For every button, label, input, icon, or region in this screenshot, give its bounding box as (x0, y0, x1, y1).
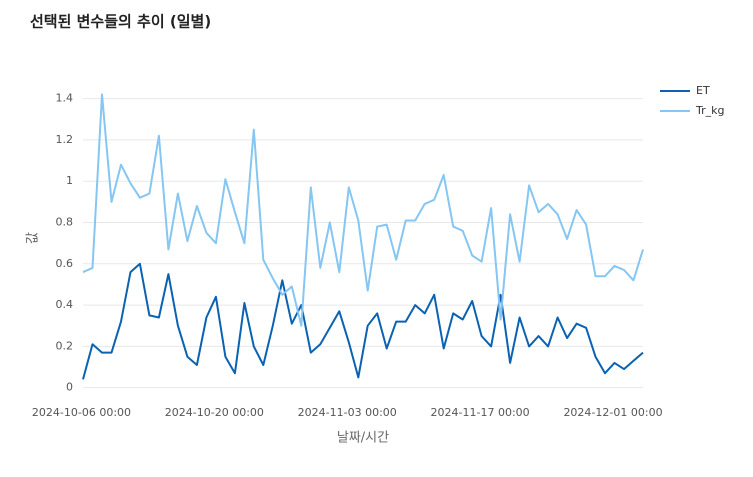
legend-label: Tr_kg (695, 104, 724, 117)
y-tick-label: 0 (66, 381, 73, 394)
chart-title: 선택된 변수들의 추이 (일별) (30, 13, 211, 31)
y-tick-label: 0.4 (56, 298, 74, 311)
x-axis-label: 날짜/시간 (337, 431, 389, 446)
x-tick-label: 2024-12-01 00:00 (563, 406, 662, 419)
y-tick-label: 1.4 (56, 92, 74, 105)
x-tick-label: 2024-10-20 00:00 (165, 406, 264, 419)
legend-label: ET (696, 84, 710, 97)
y-tick-label: 1 (66, 174, 73, 187)
y-tick-label: 0.2 (56, 339, 74, 352)
y-axis-label: 값 (26, 232, 41, 244)
x-tick-label: 2024-10-06 00:00 (32, 406, 131, 419)
y-tick-label: 1.2 (56, 133, 74, 146)
y-tick-label: 0.6 (56, 257, 74, 270)
series-line (82, 93, 644, 327)
x-tick-label: 2024-11-03 00:00 (298, 406, 397, 419)
y-tick-label: 0.8 (56, 216, 74, 229)
series-line (82, 262, 644, 380)
x-tick-label: 2024-11-17 00:00 (431, 406, 530, 419)
